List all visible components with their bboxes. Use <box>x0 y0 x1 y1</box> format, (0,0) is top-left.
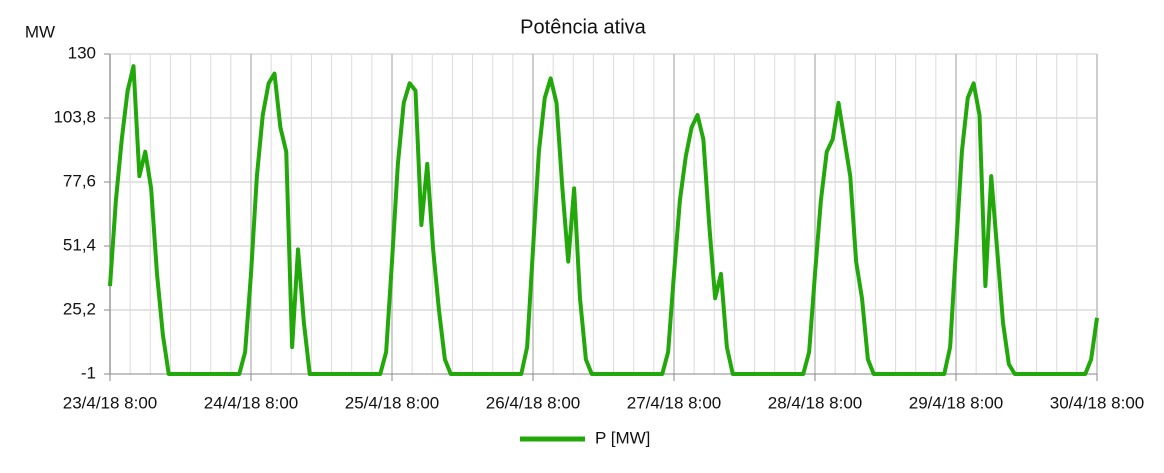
y-tick-label: 51,4 <box>63 235 96 254</box>
chart-title: Potência ativa <box>520 16 647 38</box>
x-tick-label: 28/4/18 8:00 <box>768 393 863 412</box>
x-tick-label: 30/4/18 8:00 <box>1050 393 1145 412</box>
x-tick-label: 23/4/18 8:00 <box>63 393 158 412</box>
x-tick-label: 29/4/18 8:00 <box>909 393 1004 412</box>
x-tick-label: 25/4/18 8:00 <box>345 393 440 412</box>
y-tick-label: 130 <box>68 43 96 62</box>
y-tick-label: 103,8 <box>53 107 96 126</box>
series-line <box>108 64 1099 376</box>
x-tick-label: 27/4/18 8:00 <box>627 393 722 412</box>
x-tick-label: 26/4/18 8:00 <box>486 393 581 412</box>
y-tick-label: 25,2 <box>63 299 96 318</box>
y-tick-label: -1 <box>81 363 96 382</box>
y-tick-label: 77,6 <box>63 171 96 190</box>
y-axis-label: MW <box>25 22 55 41</box>
legend-label: P [MW] <box>595 428 650 447</box>
x-tick-label: 24/4/18 8:00 <box>204 393 299 412</box>
